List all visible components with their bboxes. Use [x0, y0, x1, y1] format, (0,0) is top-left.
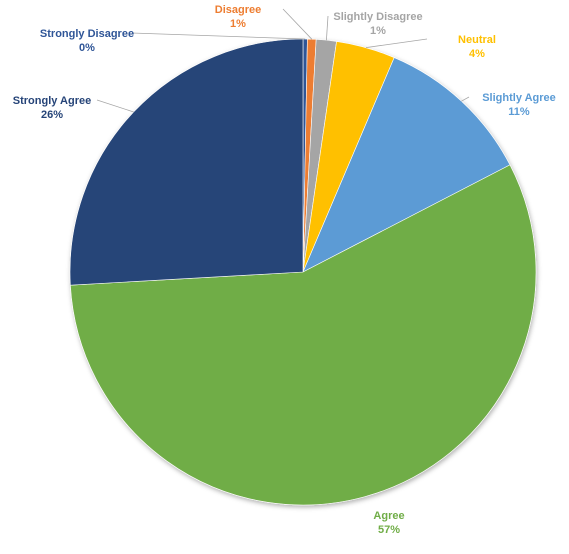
data-value-agree: 57% [378, 524, 400, 536]
pie-slices [69, 38, 537, 506]
data-value-slightly-disagree: 1% [370, 25, 386, 37]
data-value-strongly-disagree: 0% [79, 42, 95, 54]
leader-line-slightly-agree [461, 96, 470, 102]
data-label-strongly-agree: Strongly Agree [13, 95, 91, 107]
data-label-strongly-disagree: Strongly Disagree [40, 28, 134, 40]
data-label-agree: Agree [373, 510, 404, 522]
data-value-strongly-agree: 26% [41, 109, 63, 121]
pie-slice-slightly-agree [302, 57, 511, 273]
leader-line-strongly-agree [96, 99, 134, 113]
data-value-slightly-agree: 11% [508, 106, 530, 118]
pie-slice-strongly-agree [69, 38, 304, 286]
leader-line-neutral [365, 38, 428, 48]
pie-slice-agree [70, 164, 537, 506]
leader-line-slightly-disagree [326, 15, 329, 41]
leader-line-strongly-disagree [131, 32, 306, 40]
data-value-neutral: 4% [469, 48, 485, 60]
data-label-disagree: Disagree [215, 4, 261, 16]
data-value-disagree: 1% [230, 18, 246, 30]
pie-data-labels: Strongly Disagree 0% Disagree 1% Slightly Di… [13, 4, 556, 536]
pie-leader-lines [96, 8, 470, 113]
data-label-neutral: Neutral [458, 34, 496, 46]
leader-line-disagree [282, 8, 313, 40]
data-label-slightly-agree: Slightly Agree [482, 92, 556, 104]
data-label-slightly-disagree: Slightly Disagree [333, 11, 422, 23]
